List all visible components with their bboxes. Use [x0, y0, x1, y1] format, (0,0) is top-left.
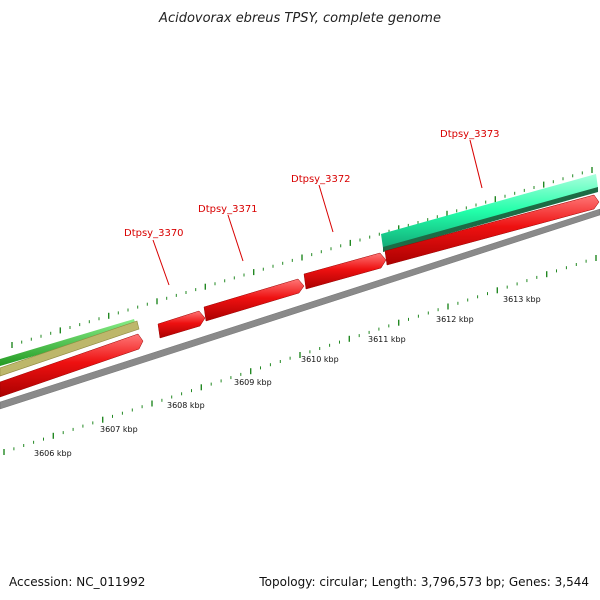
cds-arrow-dtpsy-3373: [384, 194, 600, 266]
kbp-label-3607: 3607 kbp: [100, 425, 138, 434]
genome-summary-label: Topology: circular; Length: 3,796,573 bp…: [259, 575, 589, 589]
gene-label-dtpsy-3372: Dtpsy_3372: [291, 174, 351, 185]
callout-line-dtpsy-3373: [469, 139, 483, 189]
cds-arrow-dtpsy-3372: [303, 252, 387, 290]
page-title: Acidovorax ebreus TPSY, complete genome: [159, 11, 441, 26]
callout-line-dtpsy-3370: [152, 239, 170, 286]
kbp-label-3610: 3610 kbp: [301, 355, 339, 364]
kbp-label-3608: 3608 kbp: [167, 401, 205, 410]
kbp-label-3611: 3611 kbp: [368, 335, 406, 344]
kbp-label-3612: 3612 kbp: [436, 315, 474, 324]
cds-arrow-left-edge: [0, 333, 144, 398]
gene-label-dtpsy-3370: Dtpsy_3370: [124, 228, 184, 239]
outer-tick-ring: [11, 167, 593, 348]
callout-line-dtpsy-3372: [318, 184, 334, 233]
inner-tick-ring: [3, 255, 597, 455]
gene-label-dtpsy-3373: Dtpsy_3373: [440, 129, 500, 140]
callout-line-dtpsy-3371: [227, 214, 244, 262]
gene-label-dtpsy-3371: Dtpsy_3371: [198, 204, 258, 215]
rna-feature-bar: [381, 174, 598, 248]
cds-arrow-dtpsy-3370: [157, 310, 206, 339]
kbp-label-3606: 3606 kbp: [34, 449, 72, 458]
accession-label: Accession: NC_011992: [9, 575, 146, 589]
gc-skew-track-khaki: [0, 320, 140, 377]
genome-backbone: [0, 208, 600, 410]
gc-content-track-green: [0, 319, 136, 366]
kbp-label-3609: 3609 kbp: [234, 378, 272, 387]
kbp-label-3613: 3613 kbp: [503, 295, 541, 304]
cds-arrow-dtpsy-3371: [203, 278, 305, 322]
feature-track-backbone: [383, 187, 598, 252]
